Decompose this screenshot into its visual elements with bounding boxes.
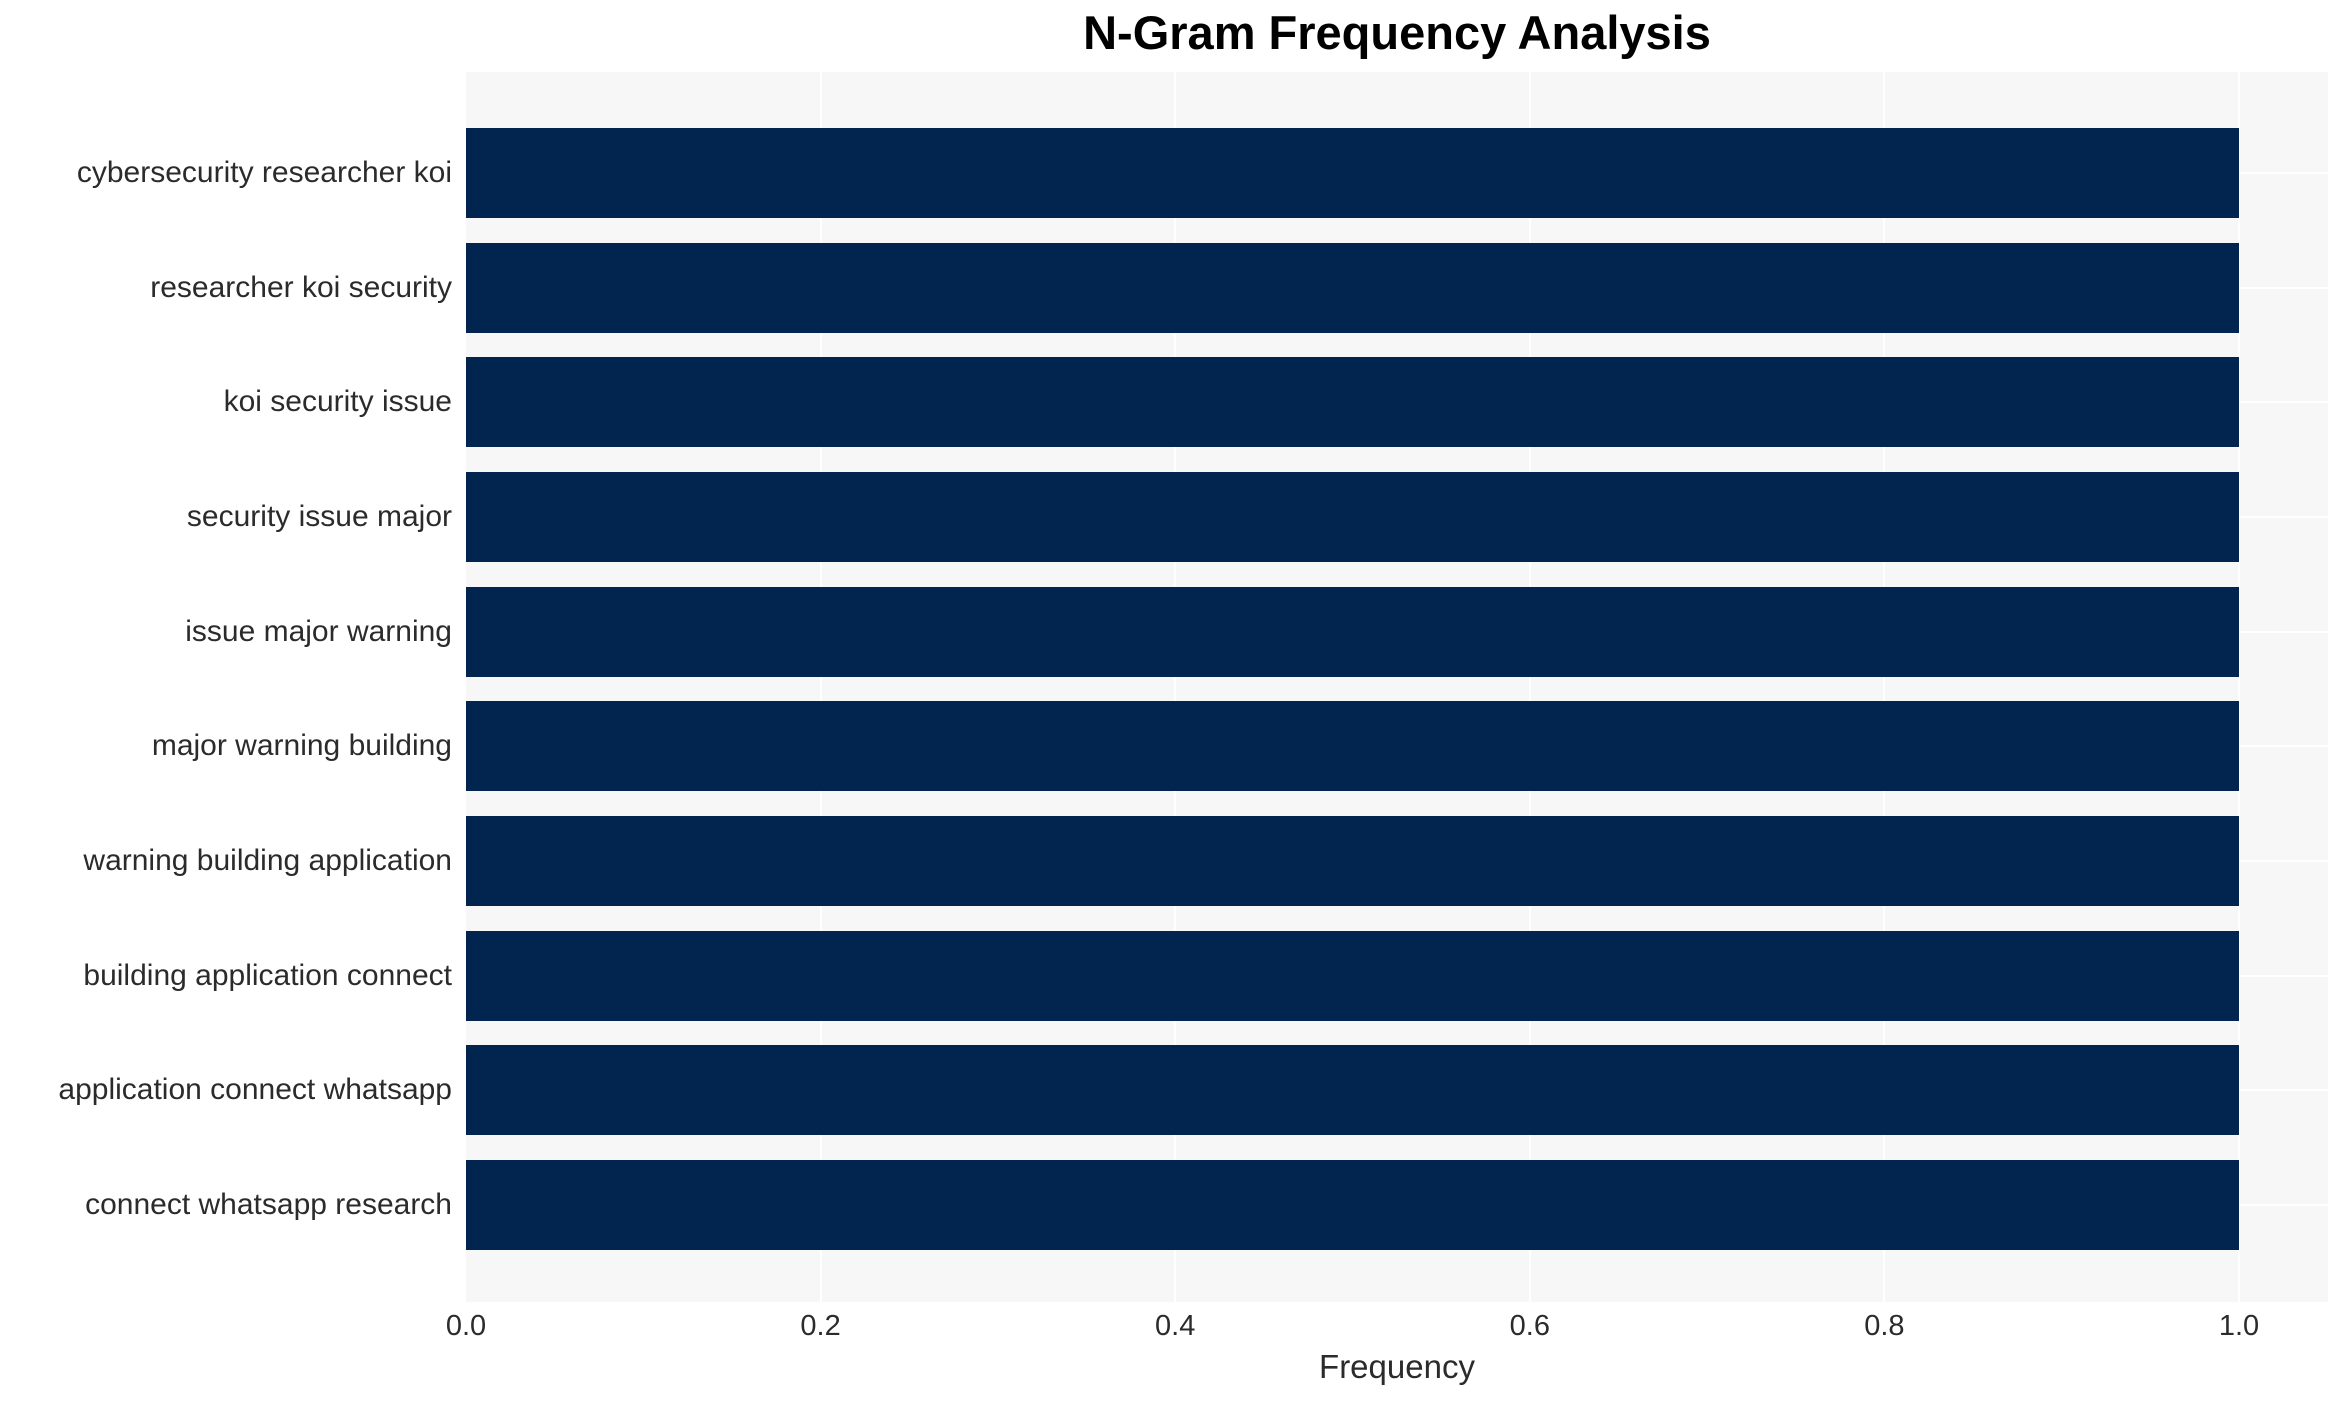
bar (466, 357, 2239, 448)
gridline-vertical (2238, 72, 2240, 1302)
y-axis-label: building application connect (83, 958, 452, 992)
gridline-vertical (819, 72, 822, 1302)
x-axis-tick-label: 0.2 (800, 1310, 841, 1342)
gridline-vertical (1883, 72, 1886, 1302)
x-axis-tick-label: 1.0 (2218, 1310, 2260, 1342)
bar (466, 930, 2239, 1021)
y-axis-label: cybersecurity researcher koi (76, 156, 452, 189)
bar (466, 816, 2239, 907)
x-axis-title: Frequency (1319, 1348, 1475, 1385)
x-axis-tick-label: 0.4 (1155, 1310, 1196, 1342)
y-axis-label: connect whatsapp research (85, 1188, 452, 1222)
y-axis-label: major warning building (151, 729, 452, 763)
x-axis-tick-label: 0.6 (1509, 1310, 1550, 1342)
y-axis-label: application connect whatsapp (58, 1073, 452, 1107)
gridline-vertical (1174, 72, 1177, 1302)
plot-area (466, 72, 2328, 1302)
bar (466, 1045, 2239, 1136)
gridline-vertical (1528, 72, 1531, 1302)
y-axis-label: koi security issue (223, 385, 452, 419)
bar (466, 472, 2239, 562)
bar (466, 128, 2239, 218)
y-axis-label: issue major warning (185, 614, 452, 648)
bar (466, 242, 2239, 333)
y-axis-label: warning building application (83, 844, 452, 878)
y-axis-label: security issue major (186, 500, 452, 533)
bar (466, 586, 2239, 677)
bar (466, 1160, 2239, 1251)
y-axis-label: researcher koi security (150, 270, 452, 304)
x-axis-tick-label: 0.8 (1864, 1310, 1905, 1342)
x-axis-tick-label: 0.0 (445, 1310, 487, 1342)
bar (466, 701, 2239, 792)
chart-title: N-Gram Frequency Analysis (1083, 6, 1711, 59)
